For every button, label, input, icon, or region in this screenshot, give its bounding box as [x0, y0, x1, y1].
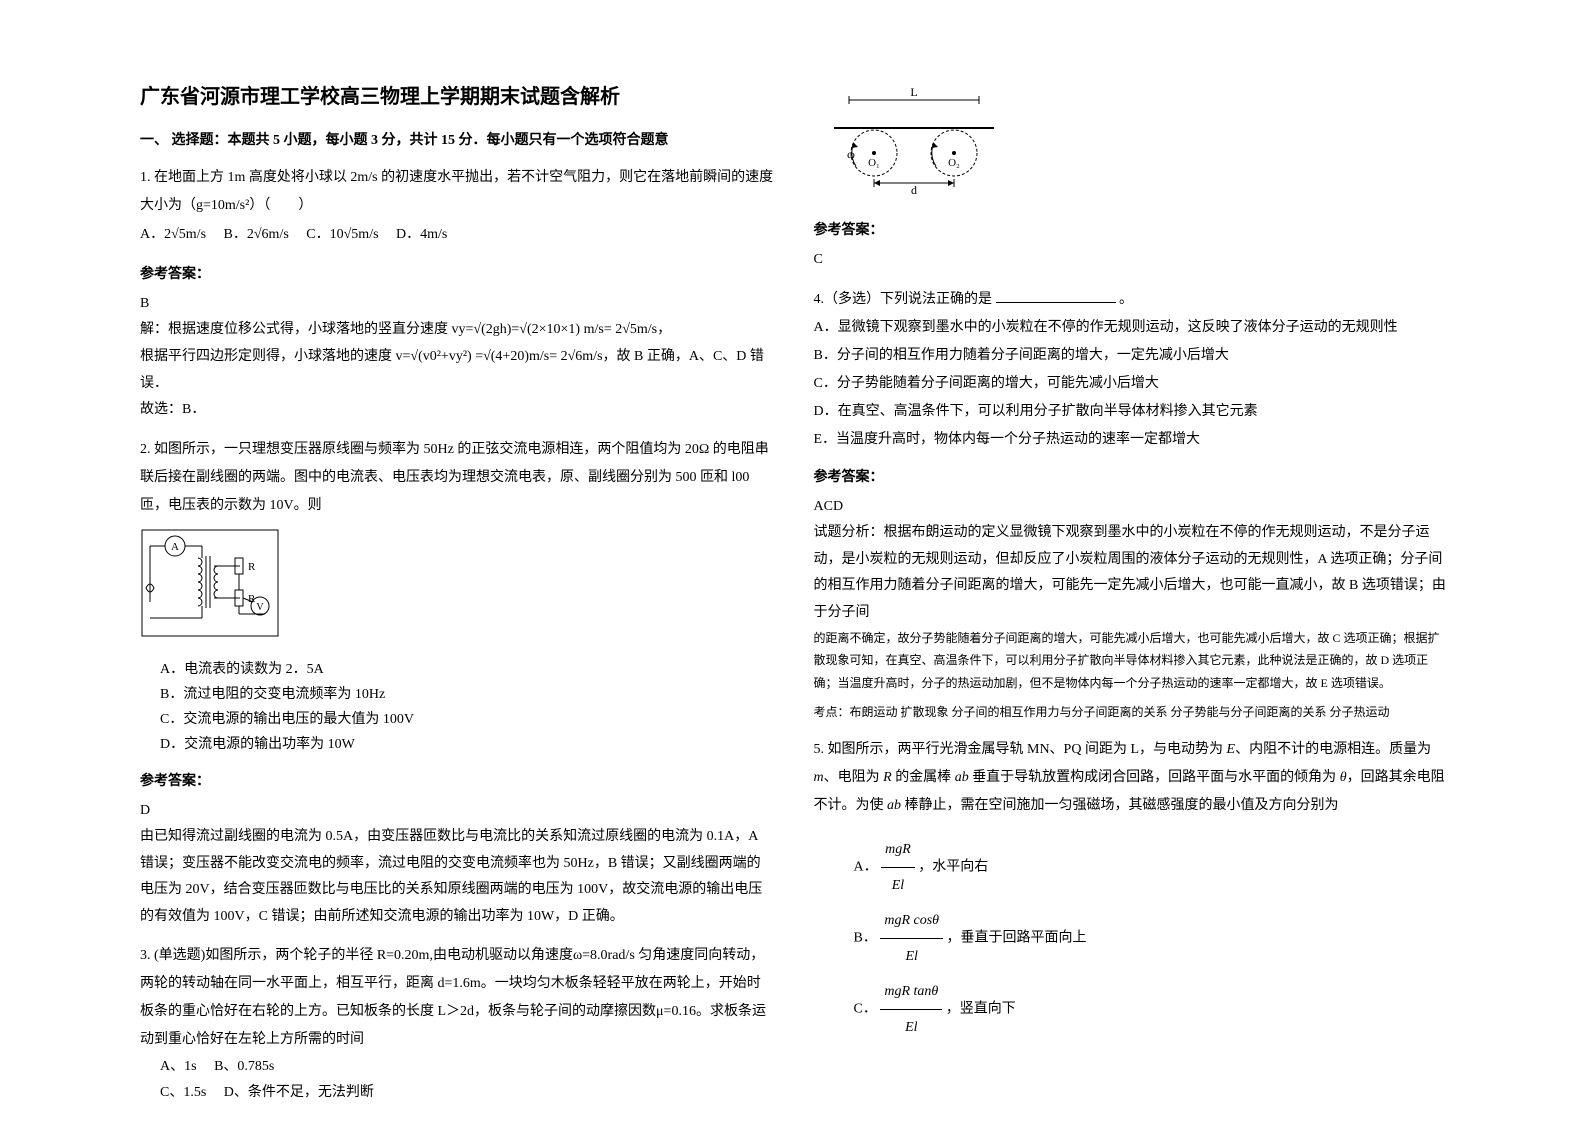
q5-opt-a-prefix: A． [854, 859, 878, 874]
q5-p3: 、电阻为 [824, 770, 884, 785]
q1-answer: B 解：根据速度位移公式得，小球落地的竖直分速度 vy=√(2gh)=√(2×1… [140, 291, 774, 424]
q1-opt-c: C．10√5m/s [306, 227, 378, 242]
q2-answer: D 由已知得流过副线圈的电流为 0.5A，由变压器匝数比与电流比的关系知流过原线… [140, 798, 774, 931]
q5-p1: 5. 如图所示，两平行光滑金属导轨 MN、PQ 间距为 L，与电动势为 [814, 742, 1227, 757]
q4-opt-d: D．在真空、高温条件下，可以利用分子扩散向半导体材料掺入其它元素 [814, 398, 1448, 426]
q5-p4: 的金属棒 [892, 770, 955, 785]
q4-analysis-3: 考点：布朗运动 扩散现象 分子间的相互作用力与分子间距离的关系 分子势能与分子间… [814, 701, 1448, 724]
transformer-circuit-diagram: A R R V [140, 528, 280, 638]
q2-solution: 由已知得流过副线圈的电流为 0.5A，由变压器匝数比与电流比的关系知流过原线圈的… [140, 824, 774, 930]
q3-text: 3. (单选题)如图所示，两个轮子的半径 R=0.20m,由电动机驱动以角速度ω… [140, 942, 774, 1054]
q5-p5: 垂直于导轨放置构成闭合回路，回路平面与水平面的倾角为 [969, 770, 1340, 785]
q5-frac-a: mgR El [881, 832, 915, 903]
question-1: 1. 在地面上方 1m 高度处将小球以 2m/s 的初速度水平抛出，若不计空气阻… [140, 164, 774, 251]
q5-frac-a-den: El [881, 868, 915, 903]
q5-opt-a-suffix: ，水平向右 [918, 859, 988, 874]
q3-opt-a: A、1s [160, 1059, 197, 1074]
q5-sym-theta: θ [1340, 770, 1347, 785]
question-4: 4.（多选）下列说法正确的是 。 A．显微镜下观察到墨水中的小炭粒在不停的作无规… [814, 286, 1448, 454]
q5-sym-m: m [814, 770, 824, 785]
q1-solution-1: 解：根据速度位移公式得，小球落地的竖直分速度 vy=√(2gh)=√(2×10×… [140, 317, 774, 344]
q2-answer-value: D [140, 798, 774, 825]
q2-opt-a: A．电流表的读数为 2．5A [160, 657, 774, 682]
q5-frac-b: mgR cosθ El [880, 903, 943, 974]
q3-opt-b: B、0.785s [214, 1059, 274, 1074]
q5-frac-b-num: mgR cosθ [880, 903, 943, 939]
svg-text:R: R [248, 561, 256, 573]
q4-text: 4.（多选）下列说法正确的是 [814, 292, 993, 307]
left-column: 广东省河源市理工学校高三物理上学期期末试题含解析 一、 选择题：本题共 5 小题… [120, 80, 794, 1042]
q5-frac-c-num: mgR tanθ [880, 974, 942, 1010]
q3-opt-c: C、1.5s [160, 1085, 206, 1100]
q1-solution-3: 故选：B． [140, 397, 774, 424]
q5-frac-b-den: El [880, 939, 943, 974]
q1-text: 1. 在地面上方 1m 高度处将小球以 2m/s 的初速度水平抛出，若不计空气阻… [140, 164, 774, 220]
q5-opt-c-prefix: C． [854, 1001, 877, 1016]
question-5: 5. 如图所示，两平行光滑金属导轨 MN、PQ 间距为 L，与电动势为 E、内阻… [814, 736, 1448, 820]
q2-opt-c: C．交流电源的输出电压的最大值为 100V [160, 707, 774, 732]
q5-opt-a: A． mgR El ，水平向右 [854, 832, 1448, 903]
svg-text:ω: ω [847, 147, 855, 161]
svg-text:d: d [911, 183, 917, 197]
q4-answer-value: ACD [814, 494, 1448, 521]
document-title: 广东省河源市理工学校高三物理上学期期末试题含解析 [140, 80, 774, 109]
q5-opt-c-suffix: ，竖直向下 [946, 1001, 1016, 1016]
svg-text:O₂: O₂ [948, 157, 960, 169]
q5-sym-ab2: ab [887, 798, 901, 813]
q1-options: A．2√5m/s B．2√6m/s C．10√5m/s D．4m/s [140, 220, 774, 251]
q1-answer-label: 参考答案： [140, 263, 774, 283]
q3-opt-d: D、条件不足，无法判断 [224, 1085, 374, 1100]
question-2: 2. 如图所示，一只理想变压器原线圈与频率为 50Hz 的正弦交流电源相连，两个… [140, 436, 774, 758]
q4-blank [996, 289, 1116, 303]
q5-opt-c: C． mgR tanθ El ，竖直向下 [854, 974, 1448, 1045]
q3-answer-label: 参考答案： [814, 219, 1448, 239]
q4-analysis-1: 试题分析：根据布朗运动的定义显微镜下观察到墨水中的小炭粒在不停的作无规则运动，不… [814, 520, 1448, 626]
q4-opt-c: C．分子势能随着分子间距离的增大，可能先减小后增大 [814, 370, 1448, 398]
q4-opt-a: A．显微镜下观察到墨水中的小炭粒在不停的作无规则运动，这反映了液体分子运动的无规… [814, 314, 1448, 342]
q5-options: A． mgR El ，水平向右 B． mgR cosθ El ，垂直于回路平面向… [814, 832, 1448, 1045]
right-column: L O₁ ω O₂ d 参考答案： C 4.（多选）下列说法正确的是 。 A．显… [794, 80, 1468, 1042]
q1-opt-a: A．2√5m/s [140, 227, 206, 242]
section-1-title: 一、 选择题：本题共 5 小题，每小题 3 分，共计 15 分．每小题只有一个选… [140, 129, 774, 149]
q5-frac-c-den: El [880, 1010, 942, 1045]
q5-sym-r: R [883, 770, 892, 785]
question-3: 3. (单选题)如图所示，两个轮子的半径 R=0.20m,由电动机驱动以角速度ω… [140, 942, 774, 1104]
q2-text: 2. 如图所示，一只理想变压器原线圈与频率为 50Hz 的正弦交流电源相连，两个… [140, 436, 774, 520]
q4-blank-suffix: 。 [1119, 292, 1133, 307]
q4-stem: 4.（多选）下列说法正确的是 。 [814, 286, 1448, 314]
q3-answer: C [814, 247, 1448, 274]
q3-options: A、1s B、0.785s C、1.5s D、条件不足，无法判断 [140, 1054, 774, 1104]
q2-options: A．电流表的读数为 2．5A B．流过电阻的交变电流频率为 10Hz C．交流电… [140, 657, 774, 758]
q1-opt-b: B．2√6m/s [224, 227, 289, 242]
svg-text:V: V [256, 602, 264, 613]
q2-answer-label: 参考答案： [140, 770, 774, 790]
q5-p7: 棒静止，需在空间施加一匀强磁场，其磁感强度的最小值及方向分别为 [901, 798, 1339, 813]
q5-p2: 、内阻不计的电源相连。质量为 [1235, 742, 1431, 757]
q2-opt-d: D．交流电源的输出功率为 10W [160, 732, 774, 757]
q5-opt-b-suffix: ，垂直于回路平面向上 [947, 930, 1087, 945]
wheel-diagram: L O₁ ω O₂ d [814, 88, 1014, 198]
svg-text:L: L [910, 88, 917, 99]
q4-answer-label: 参考答案： [814, 466, 1448, 486]
q5-sym-e: E [1227, 742, 1236, 757]
q4-opt-b: B．分子间的相互作用力随着分子间距离的增大，一定先减小后增大 [814, 342, 1448, 370]
q5-sym-ab1: ab [955, 770, 969, 785]
q4-answer: ACD 试题分析：根据布朗运动的定义显微镜下观察到墨水中的小炭粒在不停的作无规则… [814, 494, 1448, 724]
q4-opt-e: E．当温度升高时，物体内每一个分子热运动的速率一定都增大 [814, 426, 1448, 454]
q5-opt-b: B． mgR cosθ El ，垂直于回路平面向上 [854, 903, 1448, 974]
q5-frac-c: mgR tanθ El [880, 974, 942, 1045]
q2-opt-b: B．流过电阻的交变电流频率为 10Hz [160, 682, 774, 707]
q1-answer-value: B [140, 291, 774, 318]
q1-opt-d: D．4m/s [396, 227, 447, 242]
q4-analysis-2: 的距离不确定，故分子势能随着分子间距离的增大，可能先减小后增大，也可能先减小后增… [814, 627, 1448, 695]
svg-text:A: A [171, 541, 179, 553]
q5-opt-b-prefix: B． [854, 930, 877, 945]
q1-solution-2: 根据平行四边形定则得，小球落地的速度 v=√(v0²+vy²) =√(4+20)… [140, 344, 774, 397]
q5-frac-a-num: mgR [881, 832, 915, 868]
svg-text:O₁: O₁ [868, 157, 880, 169]
